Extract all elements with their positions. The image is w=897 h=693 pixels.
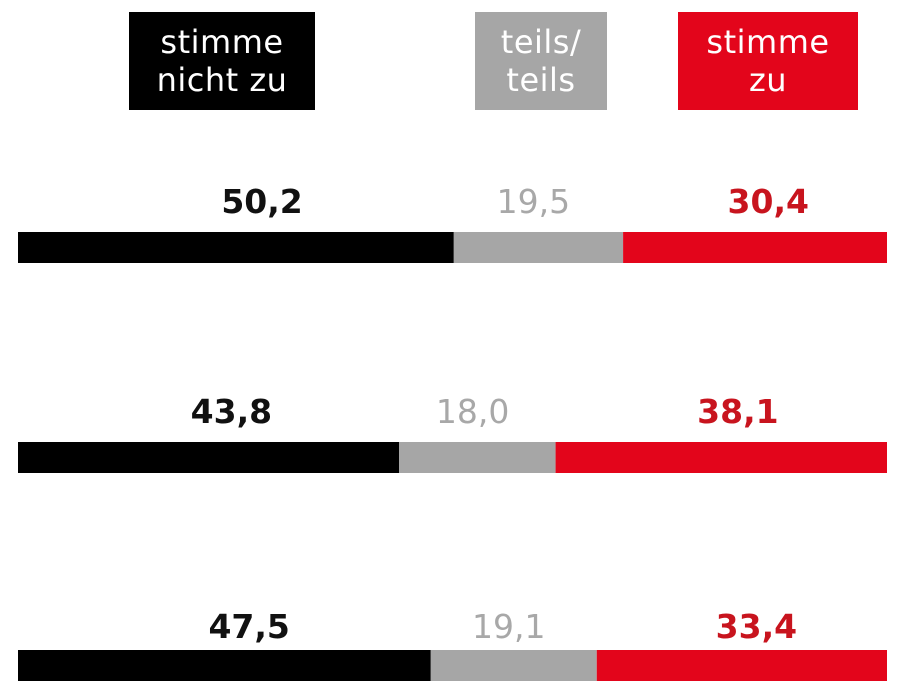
value-label-row2-series3: 38,1 xyxy=(697,392,778,431)
bar-row1-series3 xyxy=(623,232,887,263)
legend-stimme-zu-line2: zu xyxy=(748,61,788,99)
legend-stimme-zu: stimme zu xyxy=(678,12,858,110)
value-label-row1-series1: 50,2 xyxy=(221,182,302,221)
value-label-row3-series1: 47,5 xyxy=(208,607,289,646)
bar-row1-series1 xyxy=(18,232,454,263)
bar-row1-series2 xyxy=(453,232,624,263)
legend-teils-teils-line1: teils/ xyxy=(500,23,582,61)
value-label-row1-series3: 30,4 xyxy=(728,182,809,221)
legend-stimme-zu-line1: stimme xyxy=(706,23,830,61)
legend-stimme-nicht-zu: stimme nicht zu xyxy=(129,12,315,110)
legend-teils-teils: teils/ teils xyxy=(475,12,607,110)
value-label-row1-series2: 19,5 xyxy=(497,182,570,221)
bar-row2-series2 xyxy=(399,442,556,473)
legend-stimme-nicht-zu-line2: nicht zu xyxy=(156,61,288,99)
legend-stimme-nicht-zu-line1: stimme xyxy=(160,23,284,61)
bar-row3-series1 xyxy=(18,650,431,681)
value-label-row2-series1: 43,8 xyxy=(191,392,272,431)
value-label-row3-series3: 33,4 xyxy=(716,607,797,646)
legend-teils-teils-line2: teils xyxy=(506,61,576,99)
value-label-row3-series2: 19,1 xyxy=(472,607,545,646)
value-label-row2-series2: 18,0 xyxy=(436,392,509,431)
bar-row3-series2 xyxy=(430,650,597,681)
bar-row3-series3 xyxy=(596,650,887,681)
bar-row2-series3 xyxy=(555,442,887,473)
bar-row2-series1 xyxy=(18,442,400,473)
